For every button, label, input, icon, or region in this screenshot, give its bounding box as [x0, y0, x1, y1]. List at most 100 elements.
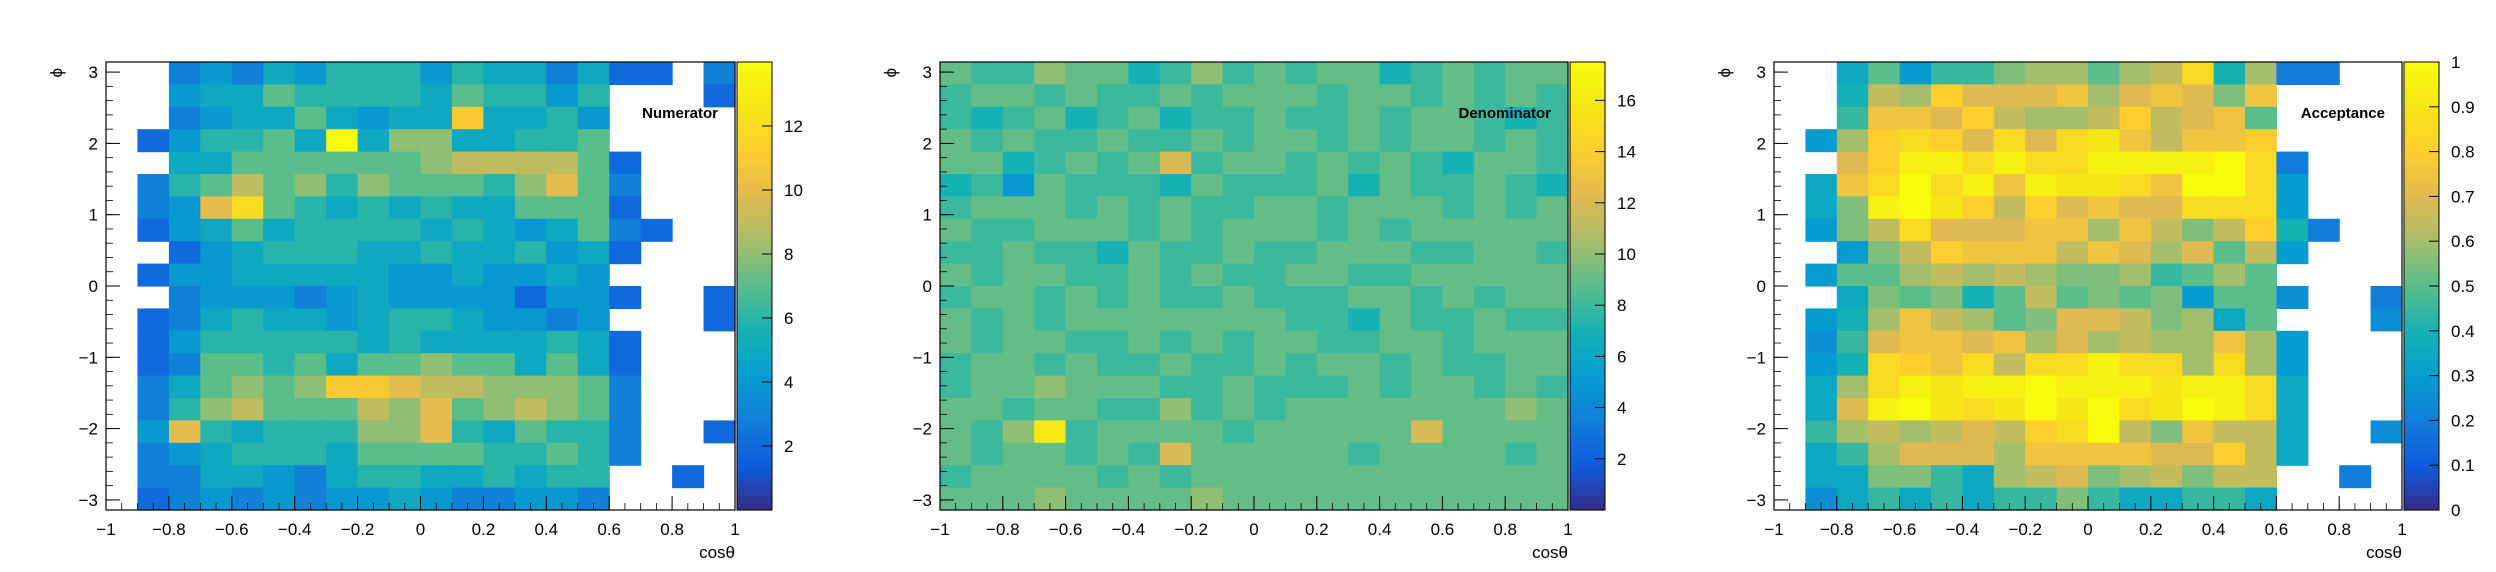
heatmap-cell [2245, 241, 2277, 265]
heatmap-cell [1316, 442, 1349, 466]
heatmap-cell [1805, 330, 1838, 354]
color-bar-segment [737, 151, 772, 160]
color-bar-segment [1570, 248, 1605, 257]
heatmap-cell [1473, 84, 1506, 108]
heatmap-cell [231, 151, 264, 175]
heatmap-cell [2182, 84, 2215, 108]
heatmap-cell [2150, 196, 2183, 220]
color-bar-segment [1570, 480, 1605, 489]
heatmap-cell [231, 353, 264, 377]
heatmap-cell [1065, 106, 1098, 130]
heatmap-cell [1931, 129, 1963, 153]
heatmap-cell [1411, 420, 1443, 444]
heatmap-cell [2276, 151, 2309, 175]
heatmap-cell [940, 375, 972, 399]
heatmap-cell [1316, 84, 1349, 108]
color-bar-segment [737, 263, 772, 272]
heatmap-cell [483, 241, 516, 265]
heatmap-cell [1128, 196, 1161, 220]
heatmap-cell [2182, 487, 2215, 511]
heatmap-cell [1536, 62, 1569, 85]
heatmap-cell [2119, 308, 2152, 332]
heatmap-cell [1899, 106, 1932, 130]
heatmap-cell [971, 196, 1004, 220]
x-tick-label: −0.8 [1820, 520, 1854, 539]
heatmap-cell [1159, 353, 1192, 377]
heatmap-cell [1962, 465, 1995, 489]
color-bar-segment [2404, 315, 2439, 324]
heatmap-cell [483, 353, 516, 377]
heatmap-cell [940, 174, 972, 197]
heatmap-cell [1285, 129, 1318, 153]
color-bar-segment [737, 293, 772, 302]
heatmap-cell [451, 196, 484, 220]
color-bar-tick-label: 0 [2451, 501, 2460, 520]
heatmap-cell [609, 218, 642, 242]
heatmap-cell [1993, 196, 2026, 220]
x-tick-label: −0.6 [215, 520, 249, 539]
heatmap-cell [263, 330, 296, 354]
heatmap-cell [2056, 241, 2089, 265]
heatmap-cell [420, 241, 453, 265]
color-bar-segment [1570, 263, 1605, 272]
x-tick-label: 1 [1563, 520, 1572, 539]
heatmap-cell [1316, 241, 1349, 265]
heatmap-cell [514, 62, 547, 85]
heatmap-cell [1899, 420, 1932, 444]
heatmap-cell [2119, 129, 2152, 153]
color-bar-segment [737, 129, 772, 138]
heatmap-cell [1222, 353, 1255, 377]
heatmap-cell [1034, 218, 1067, 242]
heatmap-cell [1159, 174, 1192, 197]
heatmap-cell [1128, 308, 1161, 332]
heatmap-cell [389, 263, 422, 287]
heatmap-cell [420, 84, 453, 108]
heatmap-cell [1065, 196, 1098, 220]
heatmap-cells [940, 62, 1569, 511]
heatmap-cell [420, 353, 453, 377]
color-bar-segment [2404, 211, 2439, 220]
y-tick-label: −2 [1747, 420, 1766, 439]
heatmap-cell [389, 420, 422, 444]
heatmap-cell [514, 442, 547, 466]
heatmap-cell [1805, 129, 1838, 153]
heatmap-cell [326, 62, 359, 85]
heatmap-cell [1442, 398, 1475, 421]
heatmap-cell [1505, 218, 1538, 242]
color-bar-segment [1570, 345, 1605, 354]
heatmap-cell [514, 84, 547, 108]
heatmap-cell [1002, 106, 1035, 130]
heatmap-cell [1191, 330, 1224, 354]
heatmap-cell [546, 465, 579, 489]
heatmap-cell [1348, 129, 1381, 153]
heatmap-cell [2213, 308, 2246, 332]
heatmap-cell [1191, 263, 1224, 287]
heatmap-cell [1034, 84, 1067, 108]
color-bar-tick-label: 0.2 [2451, 411, 2475, 430]
heatmap-cell [1899, 151, 1932, 175]
heatmap-cell [2088, 375, 2120, 399]
heatmap-cell [1836, 174, 1869, 197]
heatmap-cell [357, 84, 390, 108]
heatmap-cell [1962, 353, 1995, 377]
heatmap-cell [326, 263, 359, 287]
heatmap-cell [1962, 241, 1995, 265]
heatmap-cell [2088, 330, 2120, 354]
color-bar-segment [737, 353, 772, 362]
heatmap-cell [1505, 84, 1538, 108]
color-bar-segment [2404, 420, 2439, 429]
heatmap-cell [200, 129, 233, 153]
heatmap-cell [263, 308, 296, 332]
heatmap-cell [1159, 465, 1192, 489]
heatmap-cell [2088, 196, 2120, 220]
heatmap-cell [2056, 129, 2089, 153]
heatmap-cell [1805, 487, 1838, 511]
x-tick-label: −1 [930, 520, 949, 539]
color-bar-segment [2404, 62, 2439, 71]
heatmap-cell [168, 151, 201, 175]
color-bar-segment [2404, 256, 2439, 265]
heatmap-cell [1222, 420, 1255, 444]
heatmap-cell [483, 286, 516, 309]
heatmap-cell [514, 353, 547, 377]
heatmap-cell [2245, 84, 2277, 108]
